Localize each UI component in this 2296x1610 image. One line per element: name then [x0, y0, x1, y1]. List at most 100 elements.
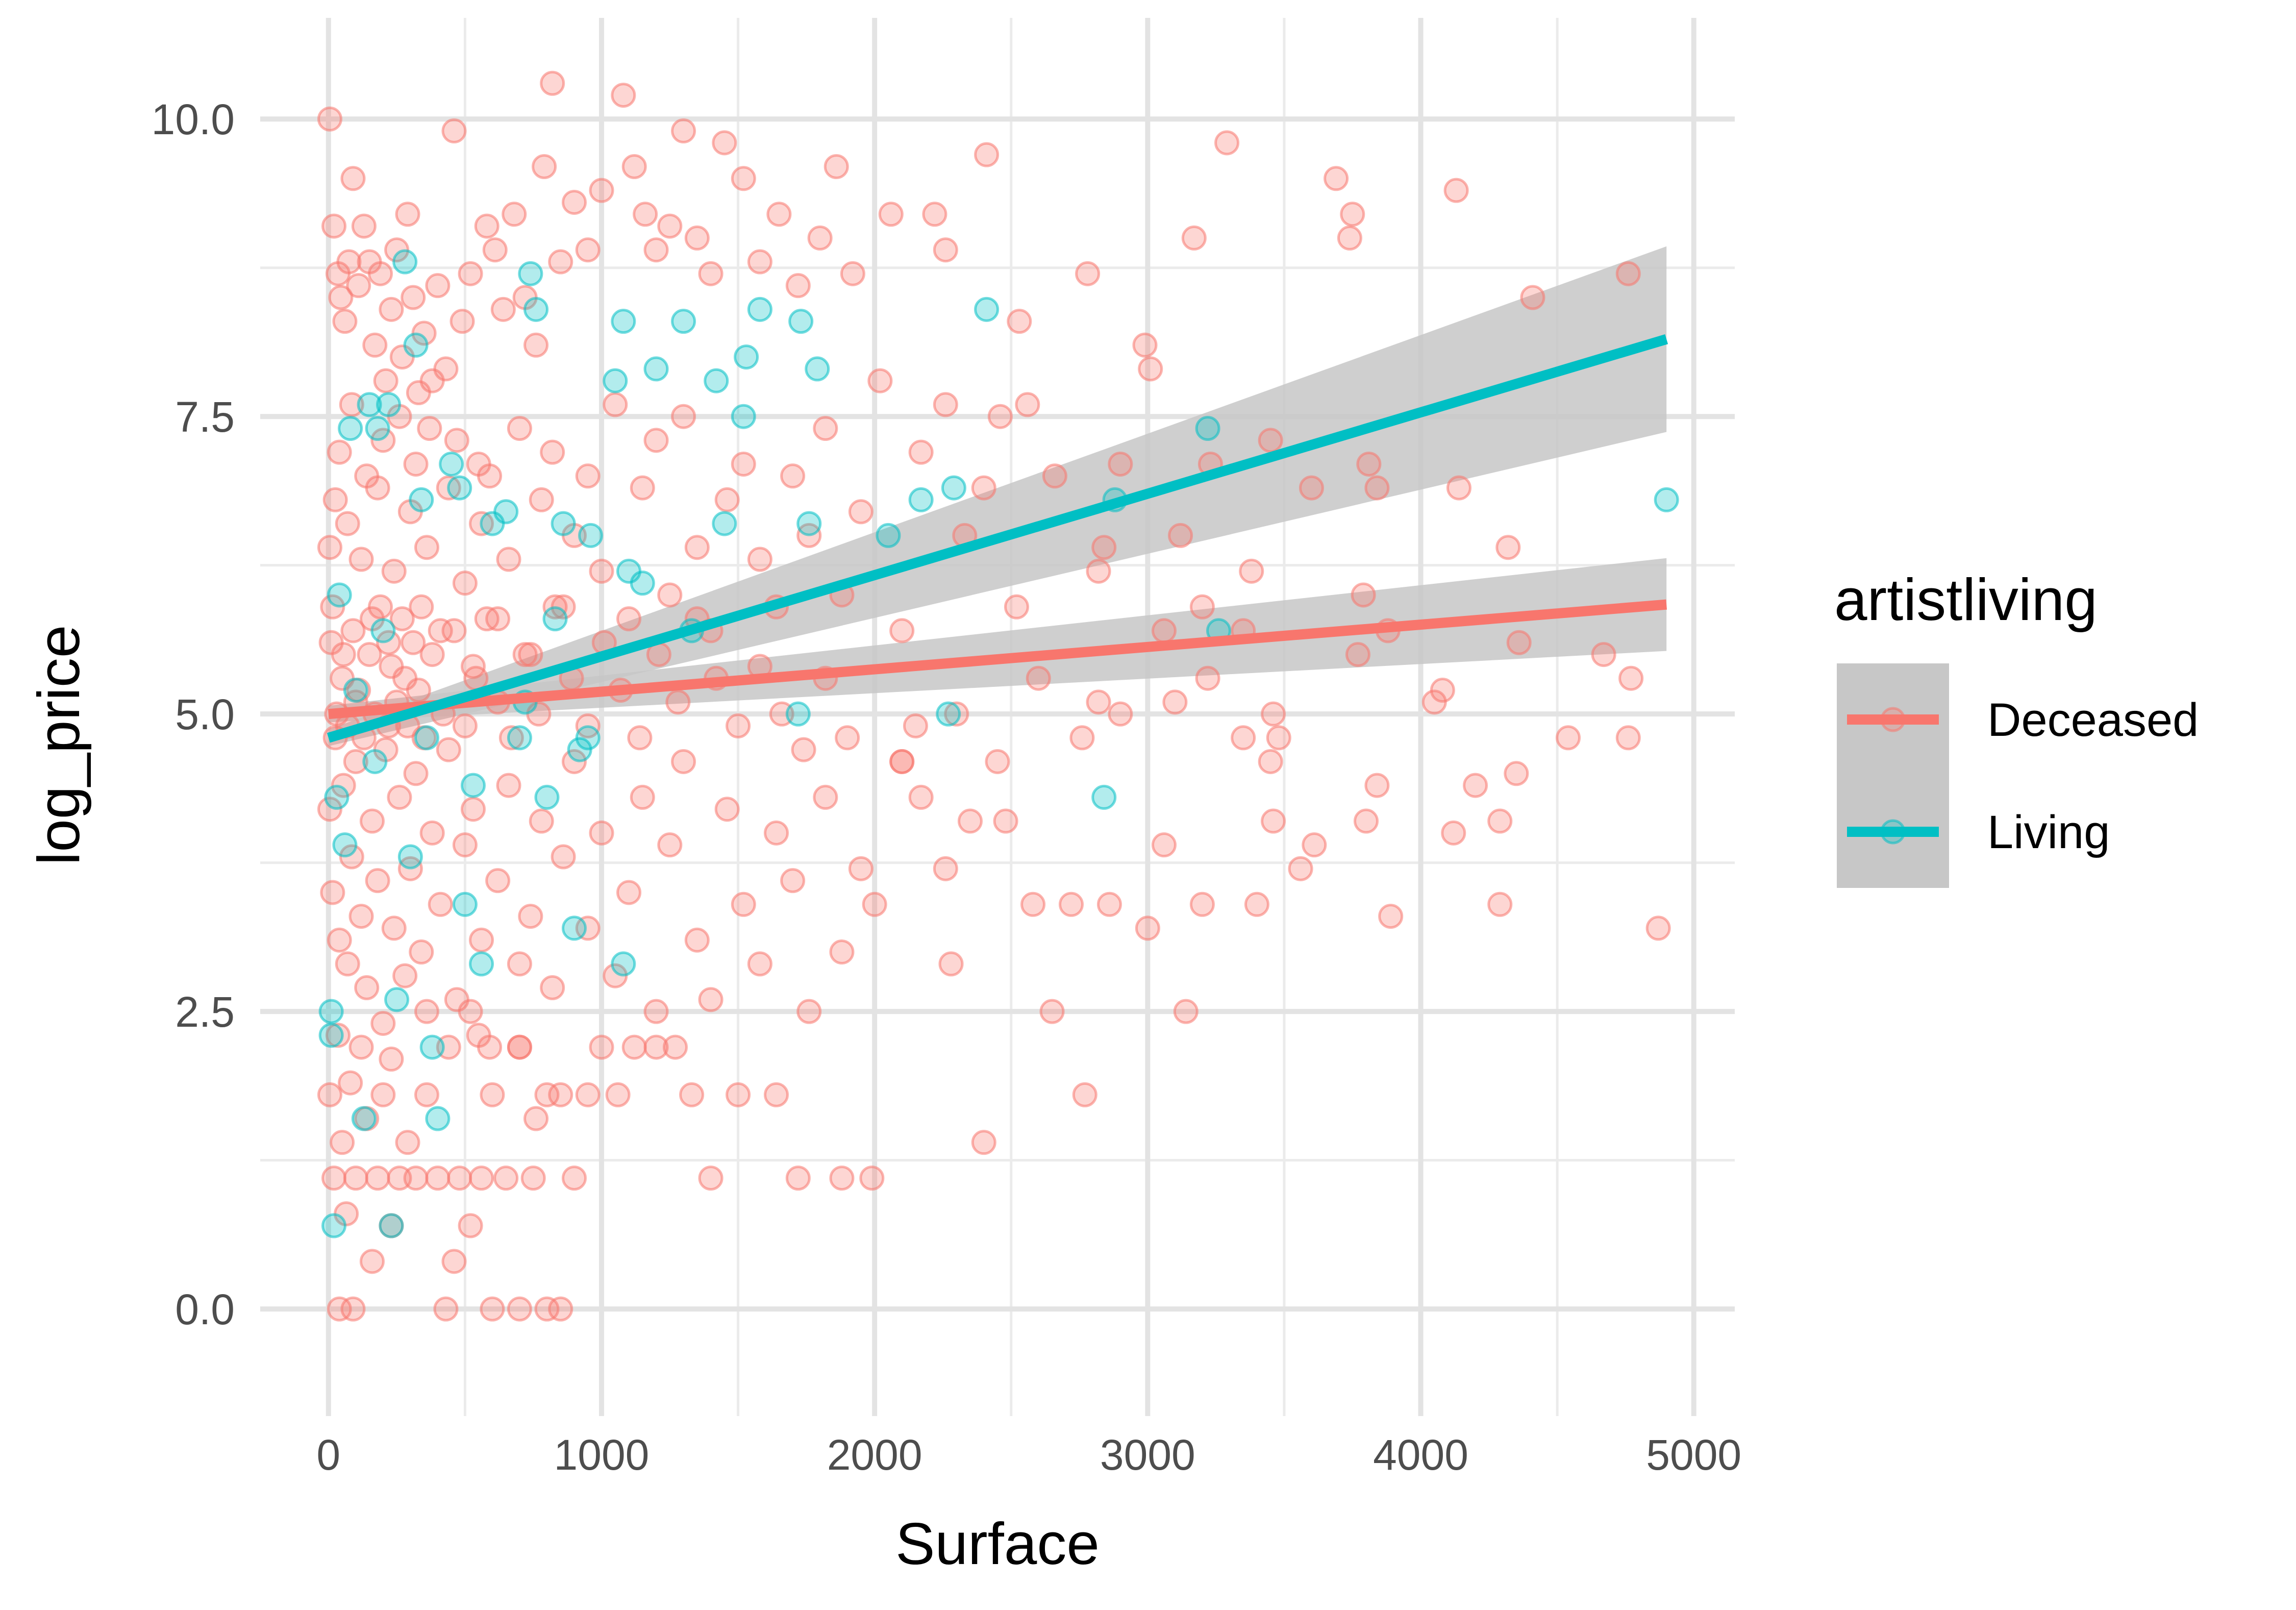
data-point-deceased: [458, 999, 483, 1024]
data-point-deceased: [630, 784, 655, 810]
data-point-deceased: [1132, 332, 1158, 358]
data-point-living: [643, 356, 669, 382]
data-point-deceased: [889, 618, 915, 643]
data-point-deceased: [474, 606, 500, 632]
data-point-deceased: [328, 285, 354, 310]
data-point-deceased: [1556, 725, 1581, 751]
data-point-deceased: [589, 558, 614, 584]
data-point-deceased: [957, 808, 983, 834]
fit-lines: [327, 334, 1668, 743]
data-point-deceased: [387, 784, 412, 810]
data-point-deceased: [321, 1166, 346, 1191]
data-point-living: [469, 951, 494, 977]
data-point-deceased: [1096, 891, 1122, 917]
data-point-deceased: [889, 749, 915, 774]
data-point-deceased: [403, 1166, 429, 1191]
data-point-deceased: [409, 939, 434, 965]
data-point-deceased: [348, 904, 374, 929]
data-point-living: [321, 1213, 346, 1239]
data-point-deceased: [1645, 915, 1671, 941]
data-point-deceased: [862, 891, 887, 917]
y-tick-label: 10.0: [152, 95, 235, 143]
data-point-living: [379, 1213, 404, 1239]
data-point-deceased: [409, 594, 434, 620]
data-point-deceased: [933, 392, 958, 417]
data-point-deceased: [548, 249, 573, 275]
data-point-deceased: [381, 915, 407, 941]
x-tick-label: 3000: [1100, 1431, 1195, 1479]
data-point-deceased: [611, 83, 636, 108]
data-point-living: [936, 701, 961, 727]
data-point-deceased: [433, 1296, 459, 1322]
data-point-deceased: [616, 606, 641, 632]
data-point-deceased: [829, 939, 855, 965]
data-point-deceased: [589, 1034, 614, 1060]
data-point-living: [403, 332, 429, 358]
data-point-deceased: [1138, 356, 1163, 382]
data-point-deceased: [621, 154, 647, 179]
data-point-deceased: [1446, 475, 1471, 501]
data-point-deceased: [791, 737, 816, 762]
data-point-deceased: [403, 451, 429, 477]
data-point-living: [630, 571, 655, 596]
data-point-deceased: [684, 225, 710, 251]
data-point-deceased: [1258, 428, 1283, 453]
data-point-deceased: [731, 891, 756, 917]
y-tick-label: 5.0: [175, 690, 235, 738]
data-point-deceased: [395, 1130, 420, 1155]
x-tick-label: 5000: [1646, 1431, 1741, 1479]
data-point-deceased: [684, 927, 710, 953]
data-point-deceased: [1618, 665, 1644, 691]
data-point-deceased: [1430, 678, 1455, 703]
confidence-ribbon: [328, 246, 1667, 747]
y-axis-title: log_price: [26, 625, 92, 865]
data-point-deceased: [343, 749, 368, 774]
data-point-deceased: [764, 1082, 789, 1107]
data-point-deceased: [370, 1010, 396, 1036]
data-point-deceased: [339, 844, 364, 870]
data-point-living: [493, 499, 519, 525]
major-grid: [260, 18, 1735, 1416]
data-point-living: [439, 451, 464, 477]
data-point-deceased: [726, 713, 751, 738]
data-point-deceased: [848, 499, 874, 525]
data-point-living: [1195, 416, 1220, 441]
data-point-deceased: [671, 118, 696, 144]
data-point-deceased: [1015, 392, 1040, 417]
data-point-deceased: [406, 678, 431, 703]
data-point-deceased: [616, 880, 641, 905]
data-point-deceased: [698, 1166, 723, 1191]
data-point-living: [731, 404, 756, 429]
data-point-living: [551, 511, 576, 536]
data-point-living: [908, 487, 934, 512]
data-point-deceased: [392, 963, 418, 988]
data-point-deceased: [529, 808, 554, 834]
data-point-deceased: [575, 1082, 601, 1107]
data-point-deceased: [458, 1213, 483, 1239]
data-point-deceased: [1042, 463, 1067, 489]
data-point-deceased: [731, 451, 756, 477]
data-point-living: [941, 475, 966, 501]
data-point-deceased: [441, 118, 467, 144]
data-point-deceased: [335, 511, 360, 536]
data-point-living: [561, 915, 587, 941]
data-point-deceased: [498, 725, 524, 751]
data-point-deceased: [320, 880, 345, 905]
data-point-deceased: [1266, 725, 1291, 751]
data-point-deceased: [780, 463, 806, 489]
data-point-deceased: [436, 737, 461, 762]
data-point-deceased: [1214, 130, 1240, 156]
data-point-deceased: [1441, 820, 1466, 846]
data-point-deceased: [747, 951, 772, 977]
data-point-living: [357, 392, 382, 417]
data-point-deceased: [507, 1296, 532, 1322]
data-point-deceased: [523, 332, 549, 358]
data-point-deceased: [1378, 904, 1404, 929]
data-point-deceased: [785, 1166, 811, 1191]
data-point-deceased: [605, 1082, 631, 1107]
data-point-deceased: [987, 404, 1013, 429]
data-point-deceased: [1443, 178, 1469, 203]
legend-key-point: [1880, 707, 1906, 732]
